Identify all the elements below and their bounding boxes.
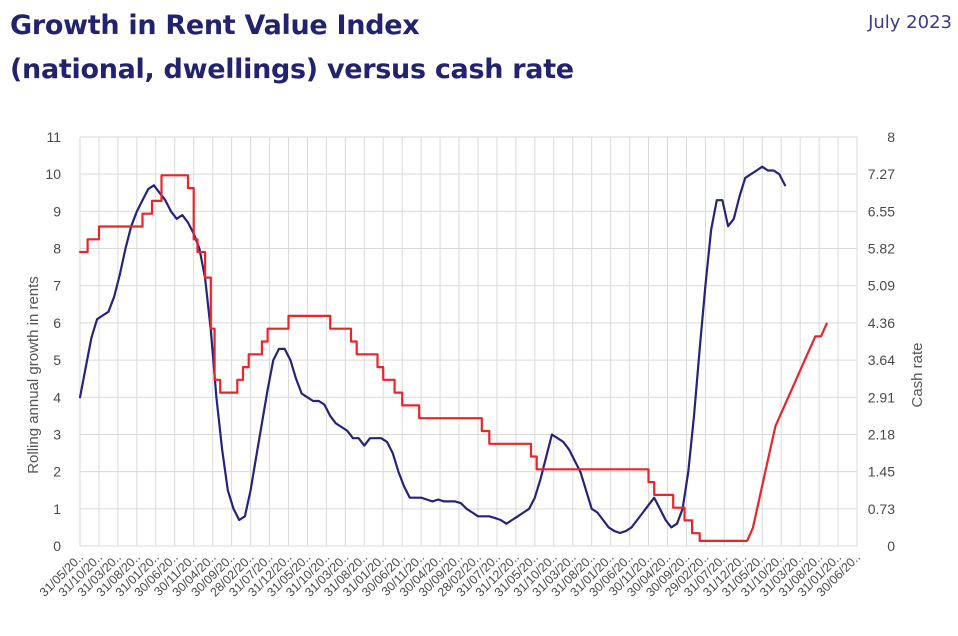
y-tick-label: 5: [53, 352, 61, 368]
x-axis-ticks: 31/05/20..31/10/20..31/03/20..31/08/20..…: [37, 550, 863, 599]
y-tick-label: 4: [53, 389, 61, 405]
y-tick-label: 8: [53, 241, 61, 257]
chart-title-line1: Growth in Rent Value Index: [10, 10, 420, 41]
y-axis-ticks: 0 1 2 3 4 5 6 7 8 9 10 11: [45, 129, 61, 554]
y2-tick-label: 1.45: [868, 464, 895, 480]
y2-tick-label: 0: [887, 538, 895, 554]
y-tick-label: 2: [53, 464, 61, 480]
y-axis-label: Rolling annual growth in rents: [25, 276, 42, 474]
y-tick-label: 9: [53, 203, 61, 219]
y2-tick-label: 6.55: [868, 203, 895, 219]
y2-tick-label: 2.18: [868, 426, 895, 442]
y2-tick-label: 8: [887, 129, 895, 145]
report-date: July 2023: [868, 12, 952, 33]
chart-title: Growth in Rent Value Index (national, dw…: [10, 4, 770, 92]
y2-tick-label: 5.09: [868, 278, 895, 294]
y-tick-label: 3: [53, 426, 61, 442]
y2-axis-label: Cash rate: [909, 342, 926, 407]
y2-tick-label: 5.82: [868, 241, 895, 257]
y2-tick-label: 7.27: [868, 166, 895, 182]
rent-growth-line: [78, 165, 787, 535]
y-tick-label: 1: [53, 501, 61, 517]
y-tick-label: 7: [53, 278, 61, 294]
chart-grid: [79, 136, 858, 547]
chart-series: [78, 165, 828, 542]
y-tick-label: 0: [53, 538, 61, 554]
y-tick-label: 6: [53, 315, 61, 331]
y-tick-label: 10: [45, 166, 61, 182]
y2-tick-label: 2.91: [868, 389, 895, 405]
y2-tick-label: 4.36: [868, 315, 895, 331]
y-tick-label: 11: [46, 129, 61, 145]
cash-rate-line: [78, 174, 828, 542]
y2-tick-label: 3.64: [868, 352, 895, 368]
y2-axis-ticks: 0 0.73 1.45 2.18 2.91 3.64 4.36 5.09 5.82 6.55 7.2…: [868, 129, 895, 554]
y2-tick-label: 0.73: [868, 501, 895, 517]
chart-title-line2: (national, dwellings) versus cash rate: [10, 54, 574, 85]
